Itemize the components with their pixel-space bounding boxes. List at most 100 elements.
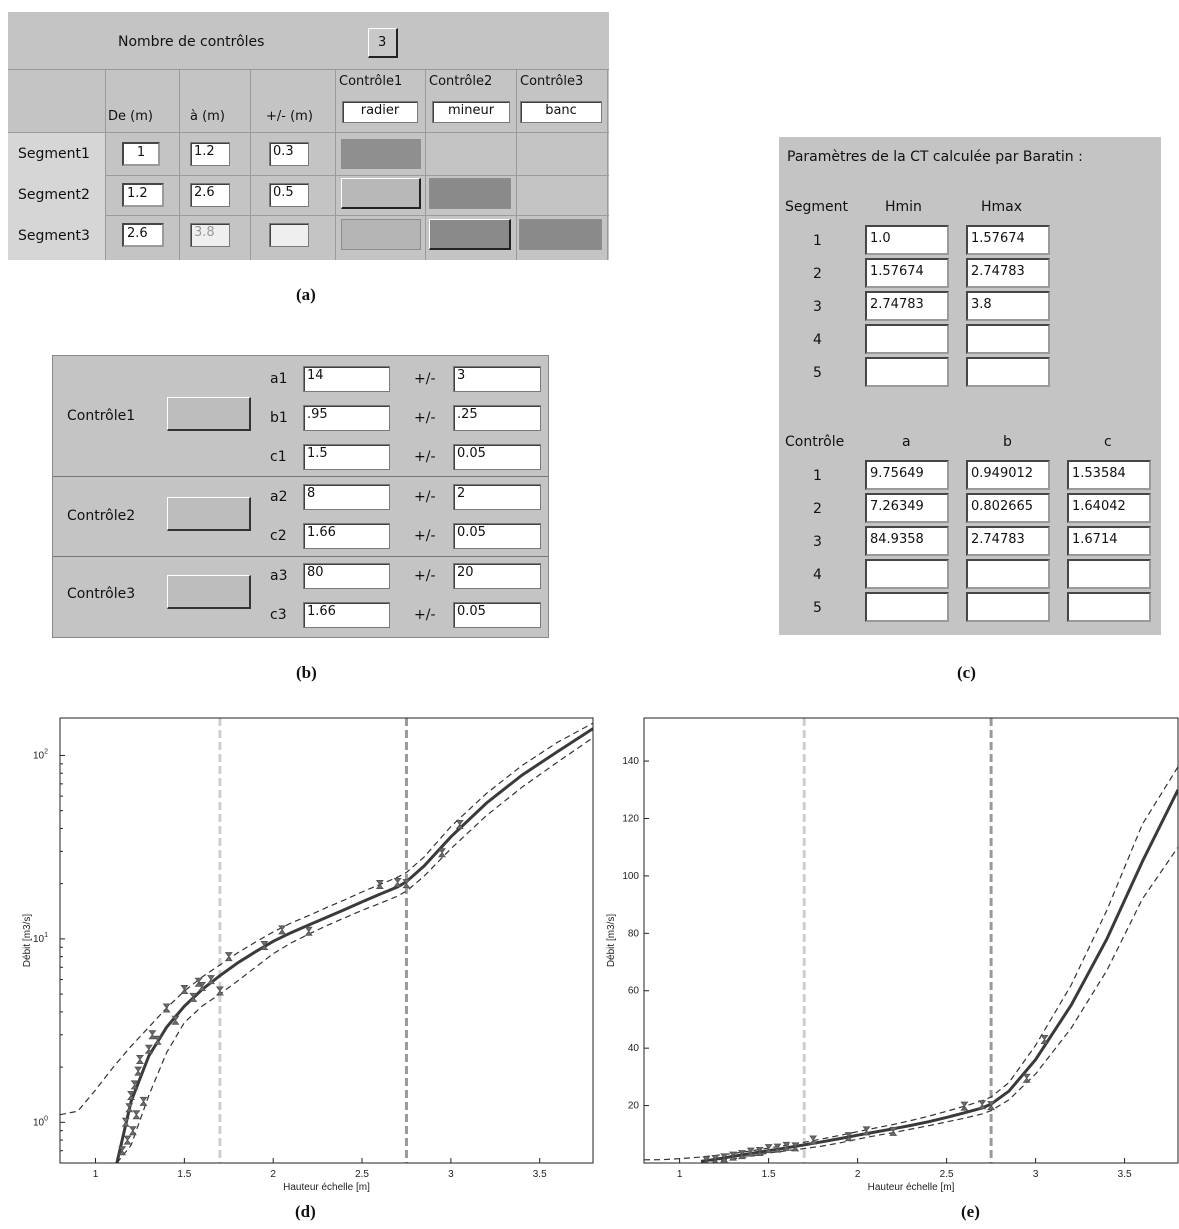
param-a3-field[interactable]: 80 [303,563,390,589]
x-tick-label: 2.5 [355,1169,369,1180]
param-a2-pm-label: +/- [414,489,436,505]
caption-a: (a) [296,285,316,304]
gauging-point [746,1147,755,1157]
param-c1-field[interactable]: 1.5 [303,444,390,470]
segment2-de-field[interactable]: 1.2 [122,183,164,207]
param-a1-field[interactable]: 14 [303,366,390,392]
c-field-3: 1.6714 [1067,526,1151,556]
segment1-de-field[interactable]: 1 [122,142,160,166]
grid-line [335,69,336,260]
segment1-controle1-toggle[interactable] [341,139,421,169]
plot-area [60,718,593,1163]
x-tick-label: 1 [93,1169,99,1180]
nb-controles-button[interactable]: 3 [368,28,398,58]
controle3-header: Contrôle3 [520,74,584,89]
a-field-1: 9.75649 [865,460,949,490]
controle1-toggle[interactable] [167,397,251,431]
param-c3-label: c3 [270,607,287,623]
rating-curve-line [700,789,1178,1163]
x-axis-label: Hauteur échelle [m] [283,1182,370,1193]
controle3-type-field[interactable]: banc [520,101,602,123]
gauging-point [711,1155,720,1163]
segment1-a-field[interactable]: 1.2 [190,142,230,166]
hmin-field-4 [865,324,949,354]
segment3-controle3-toggle[interactable] [519,219,602,250]
param-c2-label: c2 [270,528,287,544]
segment2-controle1-toggle[interactable] [341,178,421,209]
segment-label-cell [8,133,105,260]
gauging-point [132,1110,141,1120]
controle3-toggle[interactable] [167,575,251,609]
param-c3-pm-label: +/- [414,607,436,623]
hmax-field-2: 2.74783 [966,258,1050,288]
grid-line [179,69,180,260]
segment3-de-field[interactable]: 2.6 [122,223,164,247]
plot-frame [643,717,1179,1164]
y-tick-label: 101 [33,932,48,945]
param-c3-pm-field[interactable]: 0.05 [453,602,541,628]
segment-row-number: 1 [813,233,822,249]
grid-line [53,476,548,477]
caption-c: (c) [957,663,976,682]
gauging-point [375,879,384,889]
gauging-point [737,1150,746,1160]
a-field-3: 84.9358 [865,526,949,556]
controle-row-number: 5 [813,600,822,616]
gauging-point [402,879,411,889]
panel-b: Contrôle1 a1 14 +/- 3 b1 .95 +/- .25 c1 … [52,355,549,638]
param-b1-field[interactable]: .95 [303,405,390,431]
segment2-controle2-toggle[interactable] [429,178,511,209]
gauging-point [437,848,446,858]
gauging-point [130,1080,139,1090]
segment2-a-field[interactable]: 2.6 [190,183,230,207]
segment-col-header: Segment [785,199,848,215]
param-a1-pm-field[interactable]: 3 [453,366,541,392]
param-c1-pm-field[interactable]: 0.05 [453,444,541,470]
y-tick-label: 40 [628,1043,640,1054]
param-a3-label: a3 [270,568,288,584]
param-a2-field[interactable]: 8 [303,484,390,510]
a-field-2: 7.26349 [865,493,949,523]
param-a3-pm-label: +/- [414,568,436,584]
gauging-point [278,925,287,935]
param-a3-pm-field[interactable]: 20 [453,563,541,589]
segment3-controle2-toggle[interactable] [429,219,511,250]
controle1-type-field[interactable]: radier [342,101,418,123]
param-a2-pm-field[interactable]: 2 [453,484,541,510]
segment1-pm-field[interactable]: 0.3 [269,142,309,166]
segment-row-number: 3 [813,299,822,315]
segment1-label: Segment1 [18,146,90,162]
c-field-4 [1067,559,1151,589]
segment2-pm-field[interactable]: 0.5 [269,183,309,207]
gauging-point [889,1126,898,1136]
hmax-field-4 [966,324,1050,354]
param-c1-pm-label: +/- [414,449,436,465]
param-c2-pm-field[interactable]: 0.05 [453,523,541,549]
hmin-field-5 [865,357,949,387]
gauging-point [393,877,402,887]
controle-row-number: 1 [813,468,822,484]
gauging-point [987,1101,996,1111]
gauging-point [260,941,269,951]
col-de-header: De (m) [108,109,153,124]
controle2-type-field[interactable]: mineur [432,101,510,123]
x-tick-label: 3 [1033,1169,1039,1180]
param-b1-pm-field[interactable]: .25 [453,405,541,431]
grid-line [250,69,251,260]
gauging-point [162,1003,171,1013]
b-field-2: 0.802665 [966,493,1050,523]
segment3-controle1-toggle[interactable] [341,219,421,250]
segment-row-number: 2 [813,266,822,282]
b-field-5 [966,592,1050,622]
a-field-5 [865,592,949,622]
segment2-label: Segment2 [18,187,90,203]
segment-row-number: 4 [813,332,822,348]
param-c2-field[interactable]: 1.66 [303,523,390,549]
param-c3-field[interactable]: 1.66 [303,602,390,628]
y-tick-label: 140 [622,756,639,767]
controle2-header: Contrôle2 [429,74,493,89]
gauging-point [791,1142,800,1152]
controle2-toggle[interactable] [167,497,251,531]
param-b1-label: b1 [270,410,288,426]
c-field-1: 1.53584 [1067,460,1151,490]
